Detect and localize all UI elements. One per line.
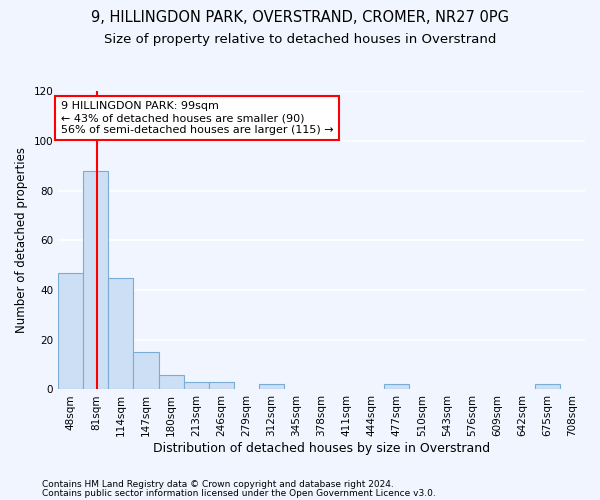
Text: 9, HILLINGDON PARK, OVERSTRAND, CROMER, NR27 0PG: 9, HILLINGDON PARK, OVERSTRAND, CROMER, … <box>91 10 509 25</box>
Bar <box>385 384 409 390</box>
Bar <box>535 384 560 390</box>
Text: Contains public sector information licensed under the Open Government Licence v3: Contains public sector information licen… <box>42 488 436 498</box>
Bar <box>209 382 234 390</box>
Bar <box>83 171 109 390</box>
Text: Size of property relative to detached houses in Overstrand: Size of property relative to detached ho… <box>104 32 496 46</box>
Text: 9 HILLINGDON PARK: 99sqm
← 43% of detached houses are smaller (90)
56% of semi-d: 9 HILLINGDON PARK: 99sqm ← 43% of detach… <box>61 102 334 134</box>
Bar <box>109 278 133 390</box>
Bar <box>158 374 184 390</box>
Bar <box>184 382 209 390</box>
Bar <box>58 273 83 390</box>
Y-axis label: Number of detached properties: Number of detached properties <box>15 148 28 334</box>
Bar <box>259 384 284 390</box>
Text: Contains HM Land Registry data © Crown copyright and database right 2024.: Contains HM Land Registry data © Crown c… <box>42 480 394 489</box>
X-axis label: Distribution of detached houses by size in Overstrand: Distribution of detached houses by size … <box>153 442 490 455</box>
Bar <box>133 352 158 390</box>
